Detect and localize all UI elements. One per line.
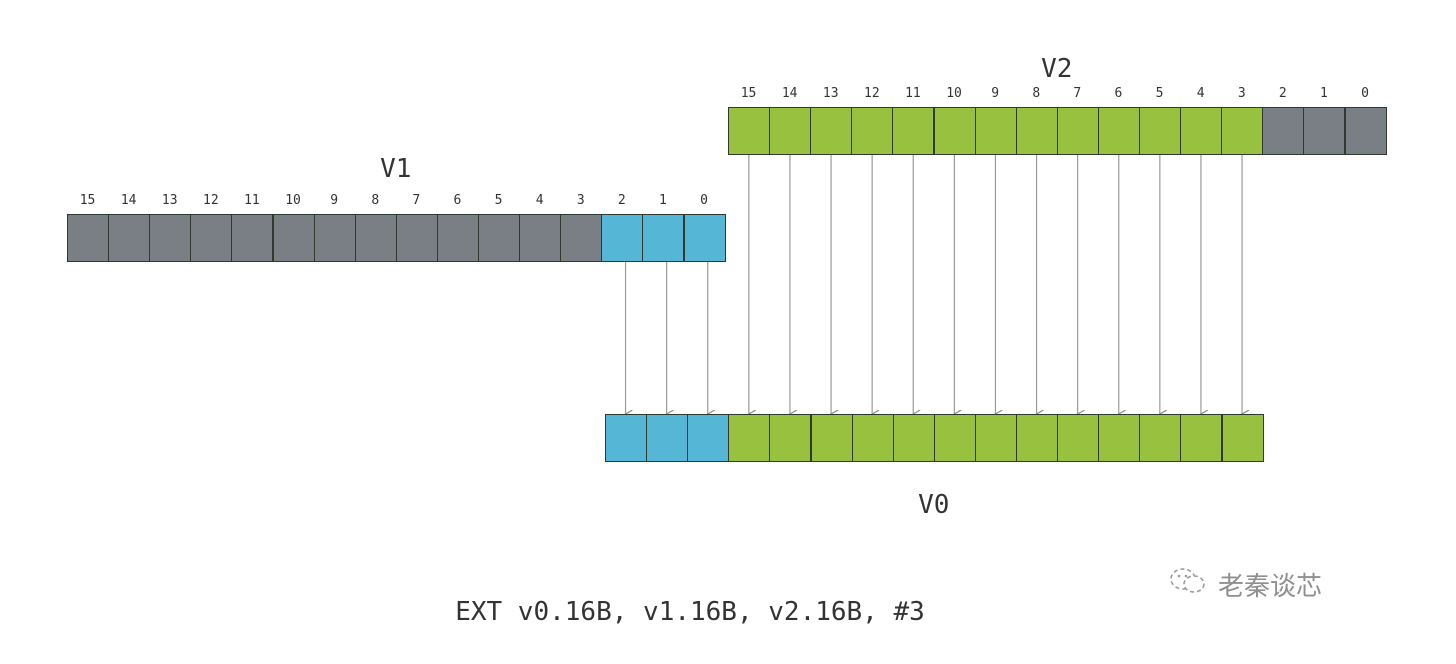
v2-byte-cell: [1262, 107, 1305, 155]
v2-lane-index: 4: [1196, 86, 1205, 101]
v0-byte-cell: [1057, 414, 1100, 462]
v0-byte-cell: [1180, 414, 1223, 462]
v2-byte-cell: [1180, 107, 1223, 155]
v2-byte-cell: [1303, 107, 1346, 155]
v0-byte-cell: [1098, 414, 1141, 462]
v1-byte-cell: [67, 214, 110, 262]
instruction-caption: EXT v0.16B, v1.16B, v2.16B, #3: [455, 597, 925, 627]
v0-byte-cell: [810, 414, 853, 462]
v2-lane-index: 5: [1155, 86, 1164, 101]
v0-byte-cell: [687, 414, 730, 462]
v2-lane-index: 10: [946, 86, 962, 101]
v1-byte-cell: [560, 214, 603, 262]
v1-lane-index: 12: [203, 193, 219, 208]
v2-lane-index: 11: [905, 86, 921, 101]
v1-byte-cell: [313, 214, 356, 262]
v2-lane-index: 15: [740, 86, 757, 101]
v2-byte-cell: [851, 107, 894, 155]
v0-byte-cell: [974, 414, 1017, 462]
v1-lane-index: 2: [617, 193, 626, 208]
v2-byte-cell: [974, 107, 1017, 155]
watermark-text: 老秦谈芯: [1218, 572, 1323, 602]
register-label-v1: V1: [380, 154, 412, 184]
v2-byte-cell: [1097, 107, 1140, 155]
v1-byte-cell: [272, 214, 315, 262]
v1-lane-index: 8: [371, 193, 380, 208]
v1-lane-index: 15: [79, 193, 96, 208]
v1-lane-index: 3: [576, 193, 585, 208]
v2-lane-index: 9: [991, 86, 1000, 101]
v2-byte-cell: [810, 107, 853, 155]
register-label-v2: V2: [1041, 54, 1073, 84]
v2-byte-cell: [892, 107, 935, 155]
v2-lane-index: 13: [822, 86, 839, 101]
v0-byte-cell: [728, 414, 771, 462]
v1-byte-cell: [354, 214, 397, 262]
v2-byte-cell: [1221, 107, 1264, 155]
v0-byte-cell: [851, 414, 894, 462]
v1-byte-cell: [231, 214, 274, 262]
v2-lane-index: 7: [1073, 86, 1082, 101]
v2-byte-cell: [728, 107, 771, 155]
v2-lane-index: 12: [864, 86, 880, 101]
v1-lane-index: 6: [453, 193, 462, 208]
watermark: 老秦谈芯: [1168, 566, 1322, 603]
v1-byte-cell: [395, 214, 438, 262]
v0-byte-cell: [605, 414, 648, 462]
v2-byte-cell: [933, 107, 976, 155]
v2-byte-cell: [769, 107, 812, 155]
v2-lane-index: 3: [1237, 86, 1246, 101]
v1-byte-cell: [436, 214, 479, 262]
v0-byte-cell: [769, 414, 812, 462]
v2-lane-index: 8: [1032, 86, 1041, 101]
v2-byte-cell: [1056, 107, 1099, 155]
v1-lane-index: 4: [535, 193, 544, 208]
v0-byte-cell: [1139, 414, 1182, 462]
v2-byte-cell: [1015, 107, 1058, 155]
v1-byte-cell: [601, 214, 644, 262]
v1-lane-index: 11: [244, 193, 260, 208]
v0-byte-cell: [1221, 414, 1264, 462]
v2-lane-index: 14: [781, 86, 798, 101]
v2-lane-index: 2: [1278, 86, 1287, 101]
v1-byte-cell: [108, 214, 151, 262]
v1-byte-cell: [519, 214, 562, 262]
v2-byte-cell: [1139, 107, 1182, 155]
v0-byte-cell: [1016, 414, 1059, 462]
v0-byte-cell: [933, 414, 976, 462]
v1-lane-index: 1: [659, 193, 667, 208]
v2-lane-index: 1: [1320, 86, 1328, 101]
v1-byte-cell: [683, 214, 726, 262]
v1-lane-index: 10: [285, 193, 301, 208]
v2-lane-index: 0: [1361, 86, 1369, 101]
v1-lane-index: 13: [161, 193, 178, 208]
v1-byte-cell: [642, 214, 685, 262]
v0-byte-cell: [892, 414, 935, 462]
wechat-icon: [1168, 566, 1208, 603]
v1-lane-index: 9: [330, 193, 339, 208]
v1-lane-index: 5: [494, 193, 503, 208]
v1-lane-index: 0: [700, 193, 708, 208]
v1-byte-cell: [149, 214, 192, 262]
v2-byte-cell: [1344, 107, 1387, 155]
v1-lane-index: 14: [120, 193, 137, 208]
v2-lane-index: 6: [1114, 86, 1123, 101]
v1-byte-cell: [478, 214, 521, 262]
v0-byte-cell: [646, 414, 689, 462]
v1-byte-cell: [190, 214, 233, 262]
register-label-v0: V0: [918, 490, 950, 520]
v1-lane-index: 7: [412, 193, 421, 208]
